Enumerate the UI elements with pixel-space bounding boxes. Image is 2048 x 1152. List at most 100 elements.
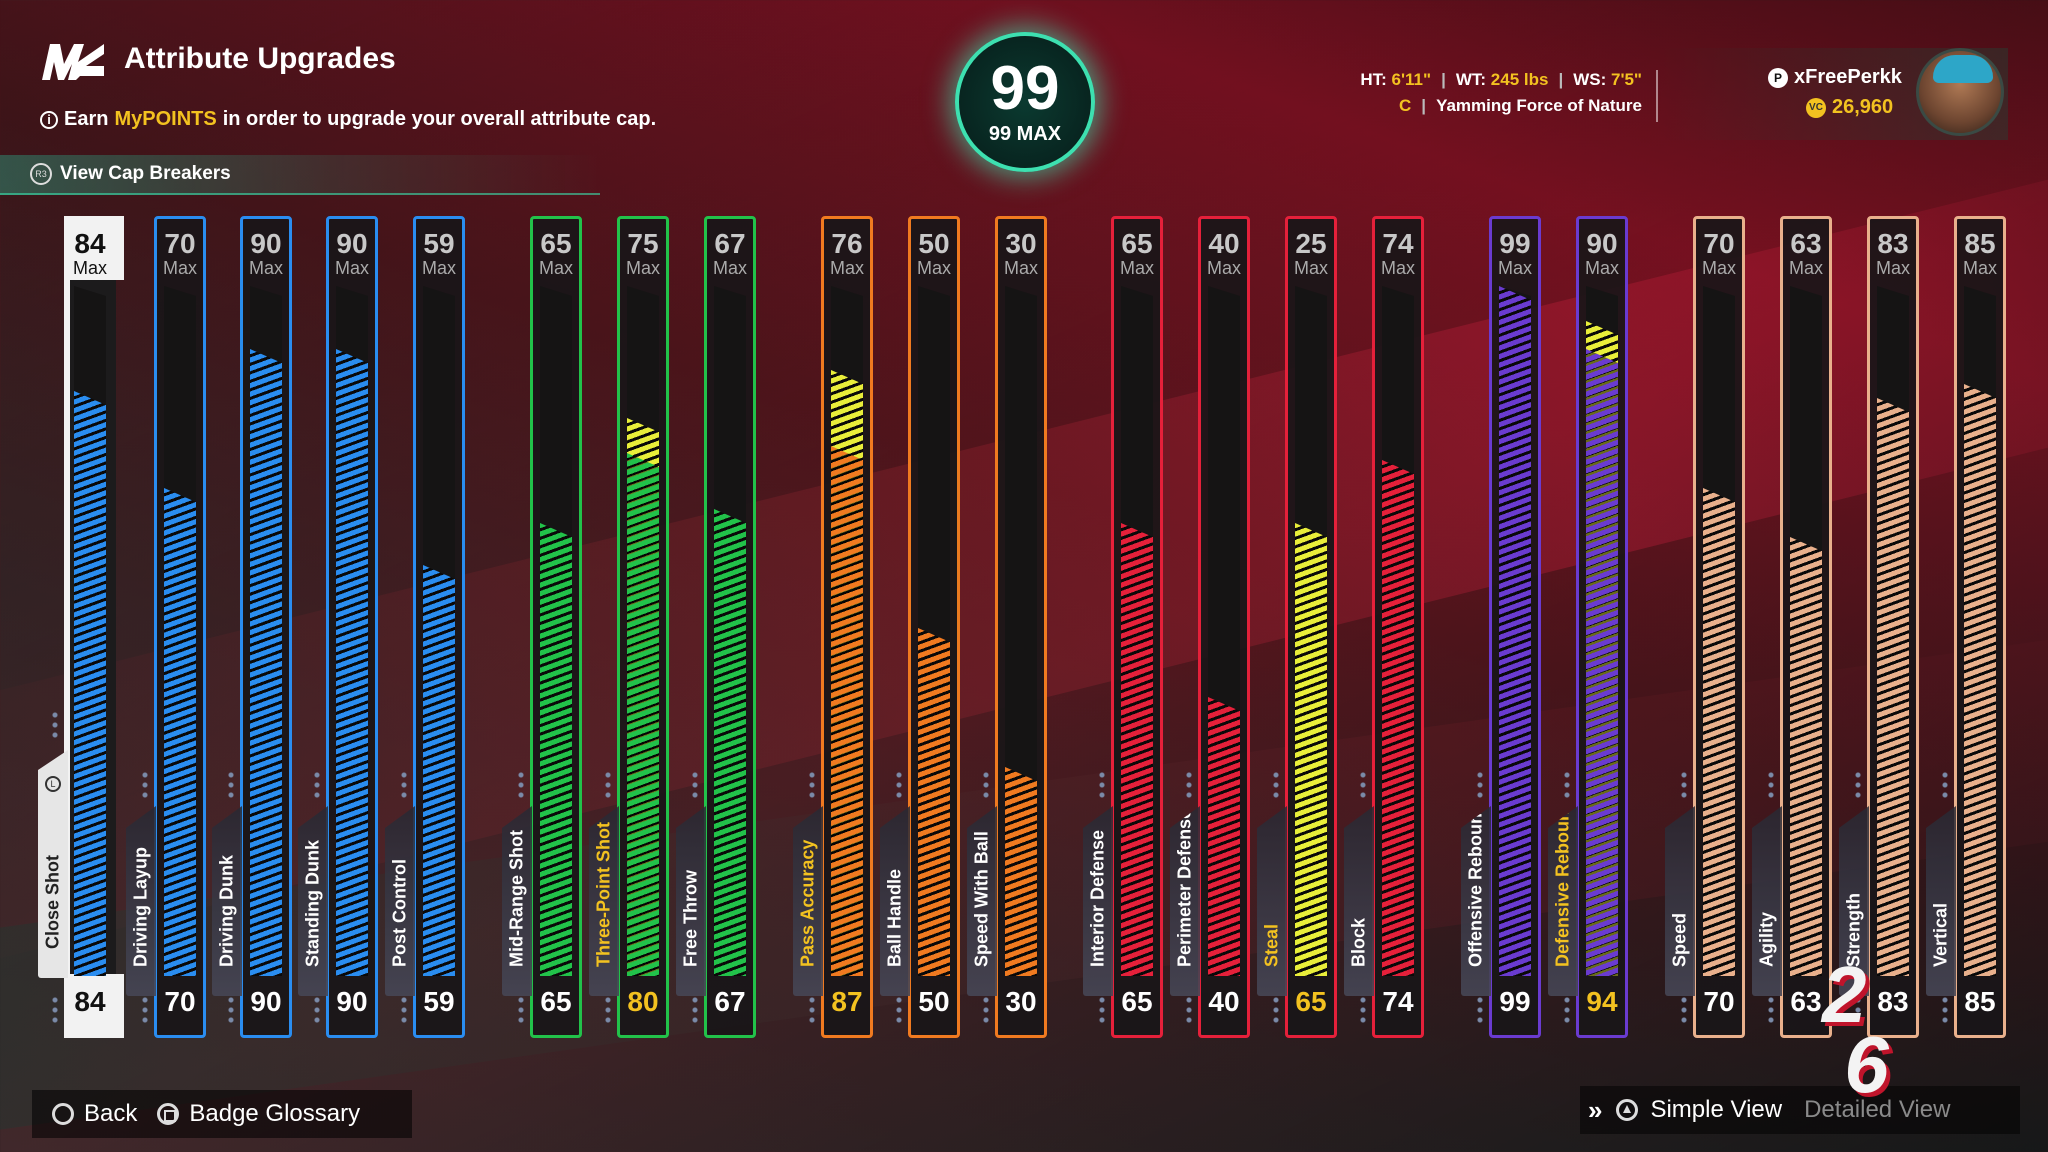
dots-indicator [1564, 995, 1570, 1025]
double-chevron-icon: » [1588, 1094, 1603, 1125]
attribute-column[interactable]: 40 Max 40 [1198, 216, 1250, 1038]
attribute-name-tab: Defensive Rebound [1548, 806, 1578, 996]
archetype-value: Yamming Force of Nature [1436, 96, 1642, 115]
attribute-bar [1703, 488, 1735, 976]
attribute-column[interactable]: 83 Max 83 [1867, 216, 1919, 1038]
attribute-column[interactable]: 90 Max 90 [326, 216, 378, 1038]
attribute-max-value: 65 [540, 228, 572, 259]
attribute-max-value: 99 [1499, 228, 1531, 259]
back-button[interactable]: Back [84, 1100, 138, 1127]
attribute-bar [1121, 523, 1153, 976]
earn-prefix: Earn [64, 108, 109, 130]
attribute-column[interactable]: 67 Max 67 [704, 216, 756, 1038]
page-title: Attribute Upgrades [124, 42, 396, 75]
attribute-current-value: 40 [1208, 986, 1240, 1017]
r3-button-icon: R3 [30, 163, 52, 185]
vc-coin-icon: VC [1806, 97, 1826, 118]
dots-indicator [896, 770, 902, 800]
circle-button-icon [52, 1103, 74, 1125]
attribute-max-label: Max [72, 258, 107, 278]
attribute-current-value: 85 [1964, 986, 1996, 1017]
attribute-column[interactable]: 85 Max 85 [1954, 216, 2006, 1038]
attribute-column[interactable]: 99 Max 99 [1489, 216, 1541, 1038]
attribute-bar [1005, 767, 1037, 976]
view-toggle: » Simple View Detailed View [1580, 1086, 2020, 1134]
detailed-view-option[interactable]: Detailed View [1804, 1096, 1951, 1123]
attribute-current-value: 67 [714, 986, 746, 1017]
attribute-name-tab: Three-Point Shot [589, 806, 619, 996]
attribute-name: Vertical [1930, 902, 1951, 967]
attribute-column[interactable]: 65 Max 65 [530, 216, 582, 1038]
attribute-bar [423, 565, 455, 976]
attribute-column[interactable]: 59 Max 59 [413, 216, 465, 1038]
playstation-icon: P [1768, 67, 1788, 88]
view-cap-breakers-button[interactable]: R3 View Cap Breakers [0, 155, 600, 195]
attribute-name-tab: Offensive Rebound [1461, 806, 1491, 996]
dots-indicator [1099, 770, 1105, 800]
attribute-max-value: 70 [1703, 228, 1735, 259]
attribute-current-value: 30 [1005, 986, 1037, 1017]
attribute-max-value: 30 [1005, 228, 1037, 259]
dots-indicator [1360, 770, 1366, 800]
attribute-name: Speed [1669, 912, 1690, 967]
avatar-hair [1933, 55, 1993, 83]
attribute-max-value: 67 [714, 228, 746, 259]
attribute-max-value: 85 [1964, 228, 1996, 259]
attribute-name-tab: Agility [1752, 806, 1782, 996]
attribute-column[interactable]: 50 Max 50 [908, 216, 960, 1038]
dots-indicator [228, 995, 234, 1025]
attribute-max-label: Max [162, 258, 197, 278]
dots-indicator [52, 995, 58, 1025]
attribute-max-label: Max [1003, 258, 1038, 278]
dots-indicator [1855, 995, 1861, 1025]
attribute-bar [250, 349, 282, 976]
dots-indicator [1186, 770, 1192, 800]
attribute-name-tab: Ball Handle [880, 806, 910, 996]
footer-controls: Back Badge Glossary [32, 1090, 412, 1138]
attribute-column[interactable]: 90 Max 94 [1576, 216, 1628, 1038]
attribute-column[interactable]: 30 Max 30 [995, 216, 1047, 1038]
weight-label: WT: [1455, 70, 1487, 89]
attribute-name: Standing Dunk [302, 840, 323, 967]
attribute-name: Ball Handle [884, 868, 905, 967]
dots-indicator [1360, 995, 1366, 1025]
badge-glossary-button[interactable]: Badge Glossary [189, 1100, 361, 1127]
attribute-column[interactable]: 25 Max 65 [1285, 216, 1337, 1038]
attribute-max-value: 84 [74, 228, 106, 259]
attribute-name-tab: Standing Dunk [298, 806, 328, 996]
attribute-name-tab: Driving Layup [126, 806, 156, 996]
attribute-current-value: 99 [1499, 986, 1531, 1017]
attribute-max-value: 65 [1121, 228, 1153, 259]
attribute-current-value: 59 [423, 986, 455, 1017]
attribute-column[interactable]: 84 Max 84 [64, 216, 124, 1038]
dots-indicator [1477, 995, 1483, 1025]
attribute-name: Agility [1756, 911, 1777, 967]
attribute-name-tab: Speed [1665, 806, 1695, 996]
attribute-name: Mid-Range Shot [506, 830, 527, 967]
attribute-column[interactable]: 70 Max 70 [1693, 216, 1745, 1038]
attribute-current-value: 84 [74, 986, 106, 1017]
attribute-name: Free Throw [680, 869, 701, 967]
attribute-column[interactable]: 90 Max 90 [240, 216, 292, 1038]
attribute-name-tab: Strength [1839, 806, 1869, 996]
attribute-column[interactable]: 70 Max 70 [154, 216, 206, 1038]
attribute-name-tab: Perimeter Defense [1170, 806, 1200, 996]
attribute-column[interactable]: 63 Max 63 [1780, 216, 1832, 1038]
attribute-bar [1877, 398, 1909, 976]
attribute-max-label: Max [421, 258, 456, 278]
simple-view-option[interactable]: Simple View [1650, 1096, 1783, 1123]
attribute-column[interactable]: 74 Max 74 [1372, 216, 1424, 1038]
dots-indicator [1273, 770, 1279, 800]
attribute-bar [74, 391, 106, 976]
dots-indicator [1855, 770, 1861, 800]
overall-cap-label: 99 MAX [988, 122, 1062, 145]
attribute-bar [1964, 384, 1996, 976]
attribute-name: Pass Accuracy [797, 839, 818, 967]
attribute-column[interactable]: 75 Max 80 [617, 216, 669, 1038]
attribute-column[interactable]: 65 Max 65 [1111, 216, 1163, 1038]
attribute-column[interactable]: 76 Max 87 [821, 216, 873, 1038]
attribute-name: Driving Layup [130, 846, 151, 967]
attribute-max-value: 25 [1295, 228, 1327, 259]
attribute-bar [1499, 286, 1531, 976]
height-label: HT: [1360, 70, 1387, 89]
